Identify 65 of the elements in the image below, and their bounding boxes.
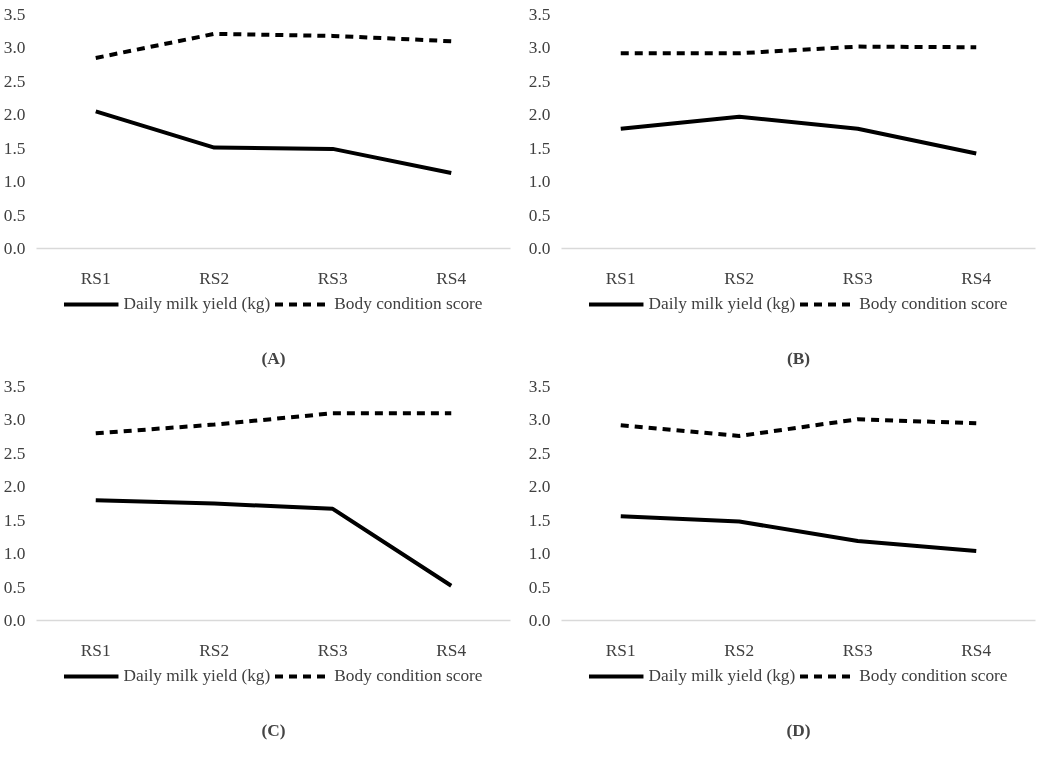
line-series xyxy=(93,498,454,588)
y-tick-label: 1.0 xyxy=(3,172,26,192)
x-tick-label: RS3 xyxy=(317,640,348,660)
x-tick-label: RS1 xyxy=(80,640,111,660)
y-tick-label: 2.5 xyxy=(3,443,26,463)
x-tick-label: RS2 xyxy=(199,640,230,660)
text: (C) xyxy=(261,720,286,740)
y-tick-label: 1.5 xyxy=(3,510,26,530)
x-tick-label: RS2 xyxy=(724,640,755,660)
y-tick-label: 0.5 xyxy=(528,205,551,225)
x-tick-label: RS4 xyxy=(436,640,467,660)
y-tick-label: 3.0 xyxy=(3,410,26,430)
line-series xyxy=(93,109,454,175)
y-tick-label: 2.5 xyxy=(3,71,26,91)
legend-label: Daily milk yield (kg) xyxy=(648,294,796,314)
y-tick-label: 1.0 xyxy=(3,544,26,564)
y-tick-label: 3.0 xyxy=(528,410,551,430)
x-tick-label: RS3 xyxy=(317,268,348,288)
x-tick-label: RS4 xyxy=(961,640,992,660)
y-tick-label: 2.5 xyxy=(528,71,551,91)
y-tick-label: 2.0 xyxy=(528,477,551,497)
x-tick-label: RS1 xyxy=(605,268,636,288)
y-tick-label: 2.5 xyxy=(528,443,551,463)
y-tick-label: 0.5 xyxy=(3,205,26,225)
legend-label: Daily milk yield (kg) xyxy=(123,294,271,314)
y-tick-label: 3.0 xyxy=(528,38,551,58)
line-series xyxy=(618,514,979,553)
legend-label: Body condition score xyxy=(859,294,1008,314)
y-tick-label: 1.5 xyxy=(528,138,551,158)
y-tick-label: 3.5 xyxy=(3,5,26,24)
y-tick-label: 1.5 xyxy=(3,138,26,158)
y-tick-label: 0.0 xyxy=(528,239,551,258)
y-tick-label: 3.5 xyxy=(528,5,551,24)
y-tick-label: 0.5 xyxy=(3,577,26,597)
y-tick-label: 2.0 xyxy=(3,477,26,497)
line-series xyxy=(618,417,979,438)
text: (D) xyxy=(786,720,811,740)
x-tick-label: RS1 xyxy=(80,268,111,288)
x-tick-label: RS3 xyxy=(842,640,873,660)
text: (A) xyxy=(261,348,286,368)
y-tick-label: 0.0 xyxy=(3,239,26,258)
y-tick-label: 1.0 xyxy=(528,544,551,564)
x-tick-label: RS2 xyxy=(199,268,230,288)
y-tick-label: 0.5 xyxy=(528,577,551,597)
x-tick-label: RS4 xyxy=(436,268,467,288)
x-tick-label: RS4 xyxy=(961,268,992,288)
y-tick-label: 3.5 xyxy=(3,377,26,396)
y-tick-label: 0.0 xyxy=(3,611,26,630)
y-tick-label: 1.0 xyxy=(528,172,551,192)
text: (B) xyxy=(786,348,811,368)
y-tick-label: 1.5 xyxy=(528,510,551,530)
x-tick-label: RS1 xyxy=(605,640,636,660)
legend-label: Body condition score xyxy=(334,666,483,686)
legend-label: Body condition score xyxy=(859,666,1008,686)
x-tick-label: RS2 xyxy=(724,268,755,288)
y-tick-label: 2.0 xyxy=(528,105,551,125)
y-tick-label: 3.5 xyxy=(528,377,551,396)
x-tick-label: RS3 xyxy=(842,268,873,288)
legend-label: Daily milk yield (kg) xyxy=(648,666,796,686)
y-tick-label: 3.0 xyxy=(3,38,26,58)
legend-label: Body condition score xyxy=(334,294,483,314)
legend-label: Daily milk yield (kg) xyxy=(123,666,271,686)
y-tick-label: 0.0 xyxy=(528,611,551,630)
y-tick-label: 2.0 xyxy=(3,105,26,125)
line-series xyxy=(93,31,454,60)
